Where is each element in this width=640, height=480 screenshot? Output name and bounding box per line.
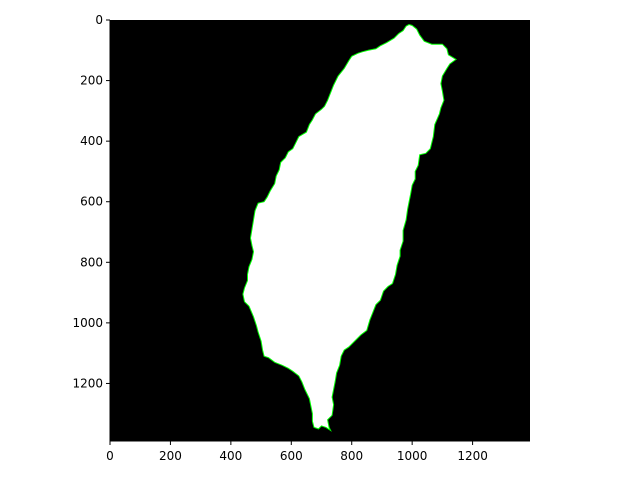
y-tick-label: 1000 <box>72 316 103 330</box>
island-shape <box>242 24 456 431</box>
y-tick-label: 600 <box>80 195 103 209</box>
y-tick-label: 400 <box>80 134 103 148</box>
x-tick-label: 0 <box>106 449 114 463</box>
y-tick-label: 1200 <box>72 376 103 390</box>
island-contour <box>242 24 457 432</box>
x-tick-label: 200 <box>159 449 182 463</box>
y-tick-label: 0 <box>95 13 103 27</box>
x-axis: 0 200 400 600 800 1000 1200 <box>106 440 530 463</box>
y-tick-label: 200 <box>80 74 103 88</box>
x-tick-label: 1000 <box>397 449 428 463</box>
image-axes <box>110 20 530 441</box>
y-tick-label: 800 <box>80 255 103 269</box>
x-tick-label: 600 <box>280 449 303 463</box>
x-tick-label: 800 <box>340 449 363 463</box>
x-tick-label: 400 <box>219 449 242 463</box>
y-axis: 0 200 400 600 800 1000 1200 <box>72 13 111 441</box>
x-tick-label: 1200 <box>457 449 488 463</box>
